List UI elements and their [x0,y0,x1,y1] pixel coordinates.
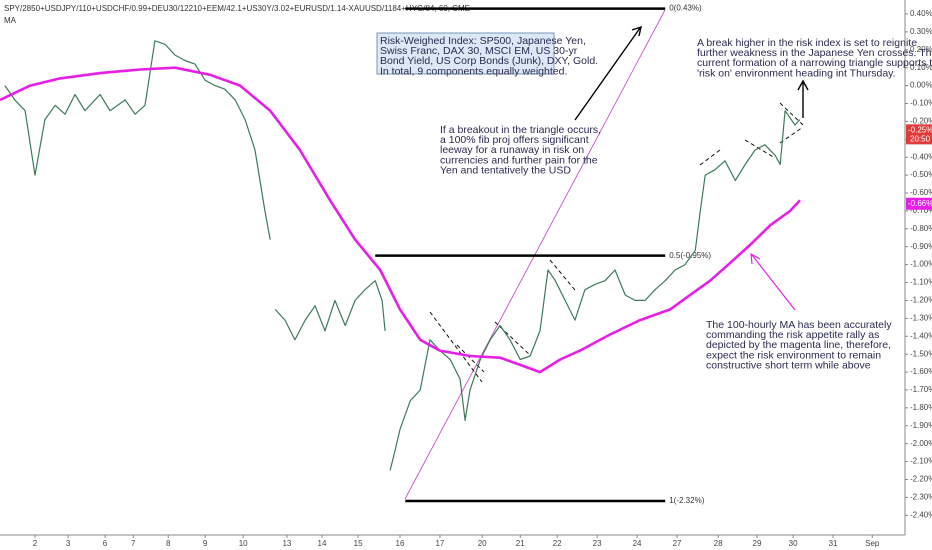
y-tick-label: 0.30% [910,27,932,36]
annotation-text: leeway for a runaway in risk on [440,144,584,156]
annotation-text: In total, 9 components equally weighted. [380,65,567,77]
y-tick-label: -2.30% [910,493,932,502]
x-tick-label: 16 [396,539,405,548]
y-tick-label: 0.20% [910,45,932,54]
annotation-text: further weakness in the Japanese Yen cro… [697,47,932,59]
y-tick-label: -0.60% [910,188,932,197]
x-tick-label: 29 [753,539,762,548]
x-tick-label: 22 [553,539,562,548]
x-tick-label: 23 [593,539,602,548]
x-tick-label: 7 [131,539,136,548]
y-tick-label: -1.60% [910,367,932,376]
annotation-text: Swiss Franc, DAX 30, MSCI EM, US 30-yr [380,45,578,57]
annotation-text: current formation of a narrowing triangl… [697,57,932,69]
annotation-text: The 100-hourly MA has been accurately [706,319,892,331]
annotation-text: If a breakout in the triangle occurs, [440,124,601,136]
x-tick-label: 9 [203,539,208,548]
arrow [574,25,642,121]
annotation-text: A break higher in the risk index is set … [697,37,917,49]
triangle-line [429,311,483,383]
x-tick-label: 31 [829,539,838,548]
y-tick-label: 0.40% [910,9,932,18]
triangle-line [744,139,776,159]
annotation-box [376,32,555,75]
fib-label: 0.5(-0.95%) [669,251,711,260]
fib-label: 0(0.43%) [669,4,702,13]
ma-tag [906,197,932,210]
x-tick-label: 20 [478,539,487,548]
annotation-text: depicted by the magenta line, therefore, [706,339,891,351]
x-tick-label: 21 [516,539,525,548]
y-tick-label: -1.40% [910,331,932,340]
fib-label: 1(-2.32%) [669,496,704,505]
y-tick-label: -0.20% [910,117,932,126]
y-tick-label: -2.00% [910,439,932,448]
triangle-line [779,126,804,144]
arrow [797,79,809,118]
arrow [750,252,796,311]
y-tick-label: -1.30% [910,313,932,322]
annotation-text: Yen and tentatively the USD [440,165,571,177]
annotation-text: 'risk on' environment heading int Thursd… [697,67,896,79]
x-tick-label: 10 [239,539,248,548]
y-tick-label: -1.10% [910,278,932,287]
drawings [376,9,809,500]
ma-tag-label: -0.66% [908,199,932,208]
y-tick-label: -0.40% [910,152,932,161]
triangle-line [456,344,485,373]
y-tick-label: -2.10% [910,457,932,466]
y-tick-label: 0.00% [910,81,932,90]
annotation-text: Bond Yield, US Corp Bonds (Junk), DXY, G… [380,55,598,67]
last-price-label: -0.25% [908,125,932,134]
x-tick-label: 6 [103,539,108,548]
y-tick-label: -2.20% [910,475,932,484]
price-line [389,110,801,471]
x-tick-label: 17 [435,539,444,548]
x-tick-label: 28 [714,539,723,548]
legend-ma: MA [4,16,17,25]
x-tick-label: 24 [633,539,642,548]
x-tick-label: 14 [318,539,327,548]
annotation-text: Risk-Weighed Index: SP500, Japanese Yen, [380,35,586,47]
y-tick-label: 0.10% [910,63,932,72]
triangle-line [779,102,804,126]
y-tick-label: -1.50% [910,349,932,358]
annotation-text: currencies and further pain for the [440,154,598,166]
price-line [274,280,386,341]
last-price-time: 20:50 [910,134,931,143]
x-tick-label: 13 [282,539,291,548]
x-tick-label: 3 [66,539,71,548]
x-tick-label: 2 [33,539,38,548]
y-tick-label: -0.50% [910,170,932,179]
x-tick-label: 27 [673,539,682,548]
x-tick-label: 8 [166,539,171,548]
annotation-text: constructive short term while above [706,360,871,372]
y-tick-label: -0.80% [910,224,932,233]
y-tick-label: -0.10% [910,99,932,108]
x-tick-label: 15 [354,539,363,548]
price-line [4,40,271,240]
y-tick-label: -1.80% [910,403,932,412]
y-tick-label: -1.20% [910,296,932,305]
x-tick-label: Sep [865,539,880,548]
moving-average [0,66,801,374]
annotation-text: a 100% fib proj offers significant [440,134,589,146]
y-tick-label: -0.90% [910,242,932,251]
annotation-text: commanding the risk appetite rally as [706,329,879,341]
y-tick-label: -1.00% [910,260,932,269]
y-tick-label: -2.40% [910,510,932,519]
y-tick-label: -1.70% [910,385,932,394]
annotation-text: expect the risk environment to remain [706,349,881,361]
x-tick-label: 30 [789,539,798,548]
legend-title: SPY/2850+USDJPY/110+USDCHF/0.99+DEU30/12… [4,4,470,13]
y-tick-label: -1.90% [910,421,932,430]
last-price-tag [906,124,932,145]
y-tick-label: -0.70% [910,206,932,215]
